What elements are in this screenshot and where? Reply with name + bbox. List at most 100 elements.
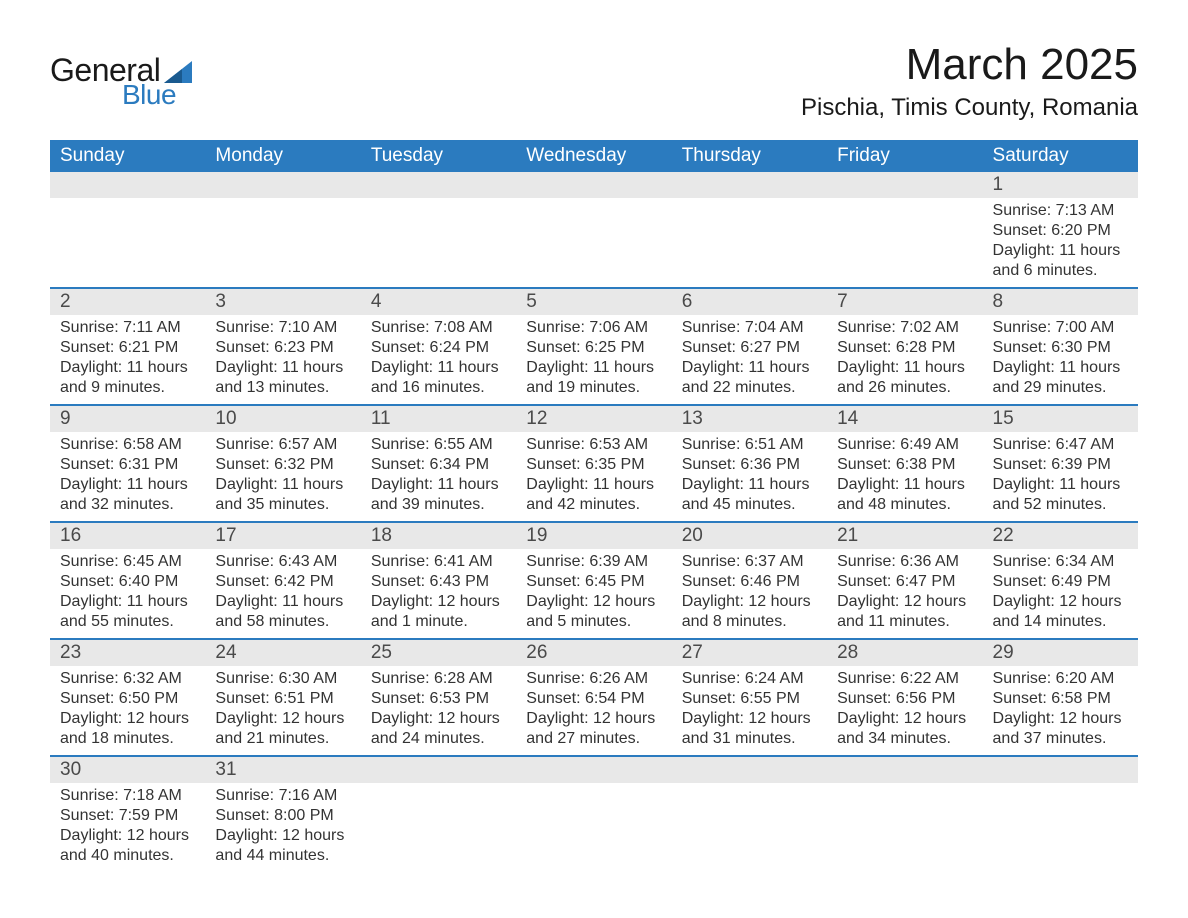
calendar-cell: 25Sunrise: 6:28 AMSunset: 6:53 PMDayligh… (361, 639, 516, 756)
day-number: 14 (827, 406, 982, 432)
day-content: Sunrise: 6:45 AMSunset: 6:40 PMDaylight:… (50, 549, 205, 638)
sunset: Sunset: 6:40 PM (60, 572, 195, 592)
calendar-body: 1Sunrise: 7:13 AMSunset: 6:20 PMDaylight… (50, 172, 1138, 872)
sunset: Sunset: 6:51 PM (215, 689, 350, 709)
day-number: 1 (983, 172, 1138, 198)
calendar-cell: 12Sunrise: 6:53 AMSunset: 6:35 PMDayligh… (516, 405, 671, 522)
sunrise: Sunrise: 6:32 AM (60, 669, 195, 689)
sunset: Sunset: 6:54 PM (526, 689, 661, 709)
day-number: 15 (983, 406, 1138, 432)
calendar-cell: 7Sunrise: 7:02 AMSunset: 6:28 PMDaylight… (827, 288, 982, 405)
day-content: Sunrise: 7:18 AMSunset: 7:59 PMDaylight:… (50, 783, 205, 872)
sunset: Sunset: 6:47 PM (837, 572, 972, 592)
daylight: Daylight: 12 hours and 24 minutes. (371, 709, 506, 749)
day-number: 4 (361, 289, 516, 315)
calendar-cell: 16Sunrise: 6:45 AMSunset: 6:40 PMDayligh… (50, 522, 205, 639)
daylight: Daylight: 11 hours and 48 minutes. (837, 475, 972, 515)
calendar-cell (516, 756, 671, 872)
daylight: Daylight: 12 hours and 44 minutes. (215, 826, 350, 866)
sunrise: Sunrise: 6:20 AM (993, 669, 1128, 689)
calendar-cell: 28Sunrise: 6:22 AMSunset: 6:56 PMDayligh… (827, 639, 982, 756)
calendar-cell: 29Sunrise: 6:20 AMSunset: 6:58 PMDayligh… (983, 639, 1138, 756)
day-number: 21 (827, 523, 982, 549)
daylight: Daylight: 12 hours and 37 minutes. (993, 709, 1128, 749)
daylight: Daylight: 11 hours and 26 minutes. (837, 358, 972, 398)
calendar-cell: 10Sunrise: 6:57 AMSunset: 6:32 PMDayligh… (205, 405, 360, 522)
sunrise: Sunrise: 6:47 AM (993, 435, 1128, 455)
daylight: Daylight: 11 hours and 42 minutes. (526, 475, 661, 515)
day-header-row: SundayMondayTuesdayWednesdayThursdayFrid… (50, 140, 1138, 172)
daylight: Daylight: 12 hours and 40 minutes. (60, 826, 195, 866)
sunset: Sunset: 6:46 PM (682, 572, 817, 592)
day-number: 18 (361, 523, 516, 549)
day-number: 29 (983, 640, 1138, 666)
day-content: Sunrise: 7:16 AMSunset: 8:00 PMDaylight:… (205, 783, 360, 872)
day-number: 13 (672, 406, 827, 432)
calendar-cell (50, 172, 205, 288)
calendar-cell: 22Sunrise: 6:34 AMSunset: 6:49 PMDayligh… (983, 522, 1138, 639)
calendar-cell: 14Sunrise: 6:49 AMSunset: 6:38 PMDayligh… (827, 405, 982, 522)
calendar-week: 1Sunrise: 7:13 AMSunset: 6:20 PMDaylight… (50, 172, 1138, 288)
day-number: 23 (50, 640, 205, 666)
day-number: 10 (205, 406, 360, 432)
calendar-cell (983, 756, 1138, 872)
daylight: Daylight: 11 hours and 32 minutes. (60, 475, 195, 515)
day-content: Sunrise: 6:53 AMSunset: 6:35 PMDaylight:… (516, 432, 671, 521)
daylight: Daylight: 11 hours and 55 minutes. (60, 592, 195, 632)
title-block: March 2025 Pischia, Timis County, Romani… (801, 40, 1138, 122)
calendar-cell: 17Sunrise: 6:43 AMSunset: 6:42 PMDayligh… (205, 522, 360, 639)
day-number: 27 (672, 640, 827, 666)
sunset: Sunset: 6:36 PM (682, 455, 817, 475)
daylight: Daylight: 12 hours and 18 minutes. (60, 709, 195, 749)
daylight: Daylight: 11 hours and 13 minutes. (215, 358, 350, 398)
sunrise: Sunrise: 6:55 AM (371, 435, 506, 455)
day-header: Sunday (50, 140, 205, 172)
calendar-cell: 30Sunrise: 7:18 AMSunset: 7:59 PMDayligh… (50, 756, 205, 872)
sunrise: Sunrise: 6:41 AM (371, 552, 506, 572)
calendar-cell: 13Sunrise: 6:51 AMSunset: 6:36 PMDayligh… (672, 405, 827, 522)
sunrise: Sunrise: 6:22 AM (837, 669, 972, 689)
sunrise: Sunrise: 6:37 AM (682, 552, 817, 572)
calendar-cell: 4Sunrise: 7:08 AMSunset: 6:24 PMDaylight… (361, 288, 516, 405)
day-content: Sunrise: 6:37 AMSunset: 6:46 PMDaylight:… (672, 549, 827, 638)
sunset: Sunset: 6:55 PM (682, 689, 817, 709)
sunset: Sunset: 6:38 PM (837, 455, 972, 475)
day-number: 26 (516, 640, 671, 666)
sunset: Sunset: 6:39 PM (993, 455, 1128, 475)
daylight: Daylight: 12 hours and 5 minutes. (526, 592, 661, 632)
daylight: Daylight: 12 hours and 34 minutes. (837, 709, 972, 749)
sunrise: Sunrise: 7:04 AM (682, 318, 817, 338)
calendar-cell: 20Sunrise: 6:37 AMSunset: 6:46 PMDayligh… (672, 522, 827, 639)
calendar-cell (827, 172, 982, 288)
day-content: Sunrise: 6:47 AMSunset: 6:39 PMDaylight:… (983, 432, 1138, 521)
sunrise: Sunrise: 7:06 AM (526, 318, 661, 338)
logo-text-blue: Blue (122, 79, 192, 111)
calendar-cell: 5Sunrise: 7:06 AMSunset: 6:25 PMDaylight… (516, 288, 671, 405)
day-header: Wednesday (516, 140, 671, 172)
sunrise: Sunrise: 7:00 AM (993, 318, 1128, 338)
sunset: Sunset: 6:32 PM (215, 455, 350, 475)
sunset: Sunset: 6:27 PM (682, 338, 817, 358)
daylight: Daylight: 11 hours and 35 minutes. (215, 475, 350, 515)
sunrise: Sunrise: 7:02 AM (837, 318, 972, 338)
sunrise: Sunrise: 6:24 AM (682, 669, 817, 689)
calendar-cell (361, 756, 516, 872)
sunset: Sunset: 6:35 PM (526, 455, 661, 475)
daylight: Daylight: 11 hours and 16 minutes. (371, 358, 506, 398)
day-number: 28 (827, 640, 982, 666)
day-content: Sunrise: 6:26 AMSunset: 6:54 PMDaylight:… (516, 666, 671, 755)
day-number: 17 (205, 523, 360, 549)
calendar-cell: 3Sunrise: 7:10 AMSunset: 6:23 PMDaylight… (205, 288, 360, 405)
day-number: 2 (50, 289, 205, 315)
day-number: 3 (205, 289, 360, 315)
calendar-cell (516, 172, 671, 288)
calendar-week: 23Sunrise: 6:32 AMSunset: 6:50 PMDayligh… (50, 639, 1138, 756)
day-number: 11 (361, 406, 516, 432)
calendar-cell (205, 172, 360, 288)
calendar-cell: 23Sunrise: 6:32 AMSunset: 6:50 PMDayligh… (50, 639, 205, 756)
sunset: Sunset: 6:53 PM (371, 689, 506, 709)
daylight: Daylight: 11 hours and 6 minutes. (993, 241, 1128, 281)
day-content: Sunrise: 7:04 AMSunset: 6:27 PMDaylight:… (672, 315, 827, 404)
calendar-week: 16Sunrise: 6:45 AMSunset: 6:40 PMDayligh… (50, 522, 1138, 639)
daylight: Daylight: 11 hours and 45 minutes. (682, 475, 817, 515)
